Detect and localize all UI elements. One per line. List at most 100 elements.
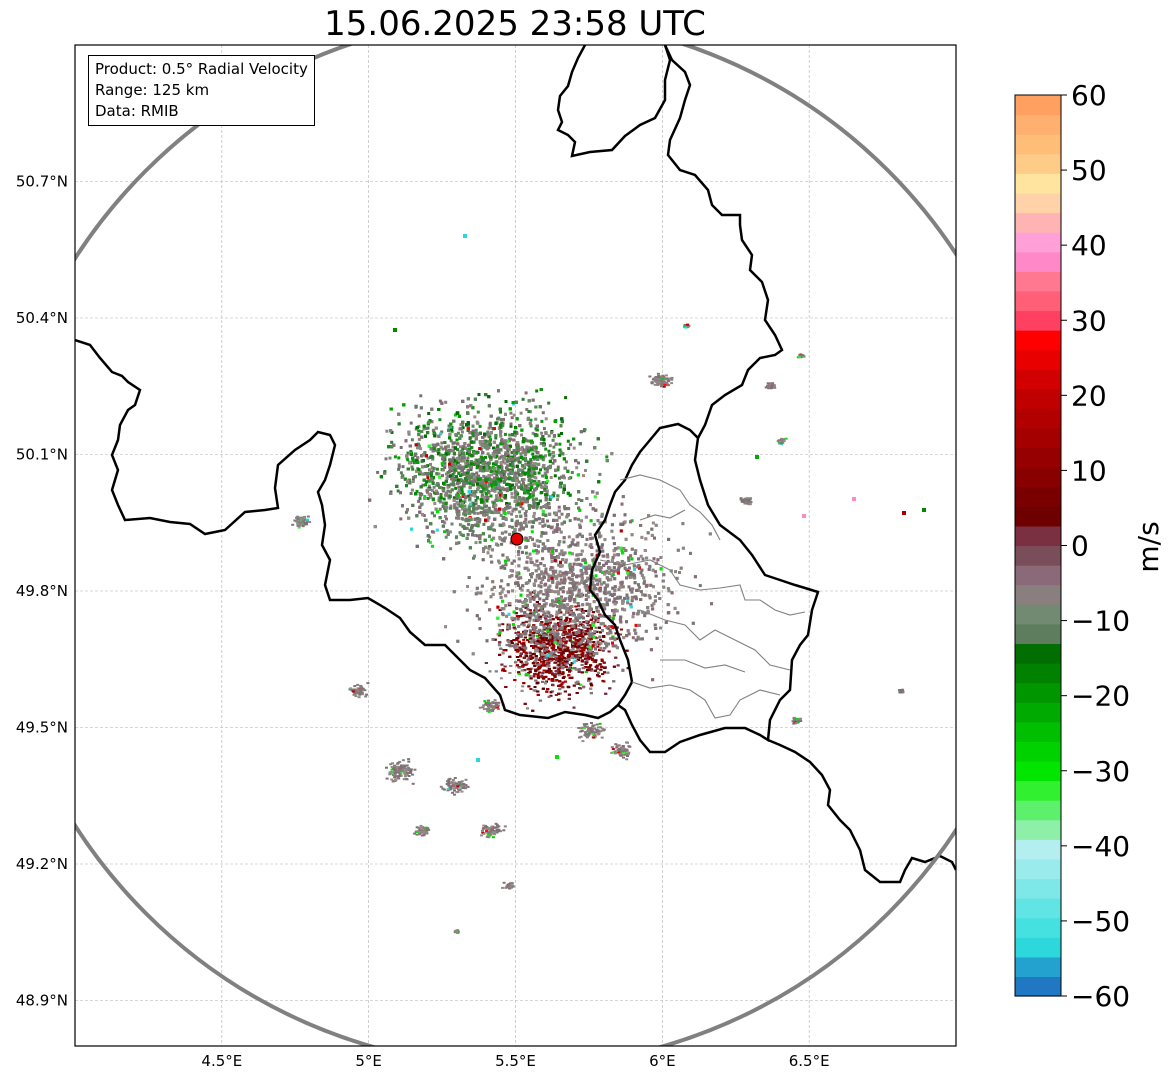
echo-cell (496, 447, 500, 451)
echo-cell (385, 429, 389, 433)
echo-cell (494, 434, 498, 437)
echo-cell (457, 513, 461, 516)
echo-cell (513, 453, 517, 457)
echo-cell (531, 520, 535, 524)
echo-cell (431, 443, 435, 447)
echo-cell (510, 468, 514, 472)
echo-cell (433, 502, 437, 505)
echo-cell (447, 496, 451, 500)
echo-cell (475, 520, 479, 524)
echo-cell (526, 486, 530, 490)
echo-cell (512, 449, 516, 453)
echo-cell (541, 531, 545, 535)
echo-cell (445, 491, 449, 495)
echo-cell (480, 500, 484, 504)
echo-cell (466, 411, 470, 415)
echo-cell (439, 432, 443, 436)
echo-cell (526, 439, 530, 443)
echo-cell (487, 474, 491, 478)
echo-cell (488, 545, 492, 548)
echo-cell (496, 480, 500, 484)
echo-cell (473, 534, 477, 537)
echo-cell (397, 463, 401, 467)
echo-cell (467, 522, 471, 526)
echo-cell (566, 439, 570, 443)
echo-cell (510, 451, 514, 454)
echo-cell (397, 467, 401, 471)
echo-cell (422, 478, 426, 482)
echo-cell (470, 446, 474, 449)
echo-cell (544, 417, 548, 421)
echo-cell (528, 506, 531, 510)
echo-cell (466, 456, 470, 460)
echo-cell (472, 502, 476, 506)
echo-cell (498, 537, 502, 541)
echo-cell (521, 469, 525, 472)
echo-cell (414, 404, 418, 408)
echo-cell (485, 513, 489, 517)
echo-cell (435, 528, 439, 532)
echo-cell (390, 430, 394, 434)
echo-cell (496, 487, 500, 491)
echo-cell (435, 467, 439, 471)
echo-cell (506, 468, 510, 472)
echo-cell (515, 519, 519, 523)
echo-cell (456, 516, 460, 520)
echo-cell (485, 432, 488, 436)
echo-cell (505, 452, 509, 456)
echo-cell (420, 430, 424, 433)
echo-cell (556, 494, 560, 498)
echo-cell (494, 462, 498, 466)
echo-cell (451, 456, 455, 460)
echo-cell (450, 488, 454, 492)
echo-cell (514, 491, 518, 495)
echo-cell (484, 464, 488, 467)
echo-cell (472, 490, 476, 494)
echo-cell (474, 498, 478, 502)
echo-cell (485, 444, 489, 447)
echo-cell (483, 498, 487, 501)
echo-cell (483, 445, 487, 449)
echo-cell (437, 452, 441, 456)
echo-cell (605, 455, 609, 459)
echo-cell (501, 460, 505, 464)
echo-cell (470, 524, 474, 528)
echo-cell (432, 466, 436, 470)
echo-cell (526, 417, 530, 421)
echo-cell (468, 528, 472, 532)
echo-cell (430, 477, 434, 481)
echo-cell (490, 510, 494, 514)
echo-cell (456, 442, 460, 446)
echo-cell (519, 524, 523, 527)
echo-cell (475, 471, 479, 475)
echo-cell (503, 461, 507, 465)
echo-cell (445, 517, 448, 521)
echo-cell (558, 442, 562, 446)
echo-cell (579, 430, 583, 434)
echo-cell (397, 465, 401, 469)
echo-cell (504, 517, 508, 521)
echo-cell (536, 457, 540, 461)
echo-cell (517, 449, 520, 453)
echo-cell (459, 423, 463, 427)
echo-cell (451, 449, 455, 453)
echo-cell (472, 434, 476, 438)
echo-cell (415, 514, 419, 518)
echo-cell (558, 476, 561, 480)
echo-cell (450, 426, 454, 429)
echo-cell (489, 469, 493, 473)
echo-cell (511, 471, 514, 475)
echo-cell (545, 481, 548, 485)
echo-cell (406, 451, 410, 455)
echo-cell (503, 566, 507, 570)
echo-cell (431, 429, 435, 433)
echo-cell (457, 471, 461, 475)
echo-cell (426, 497, 430, 500)
echo-cell (488, 477, 492, 481)
echo-cell (547, 506, 551, 510)
echo-cell (519, 455, 523, 459)
echo-cell (429, 462, 432, 466)
echo-cell (461, 426, 465, 430)
echo-cell (453, 458, 457, 462)
echo-cell (412, 461, 416, 465)
